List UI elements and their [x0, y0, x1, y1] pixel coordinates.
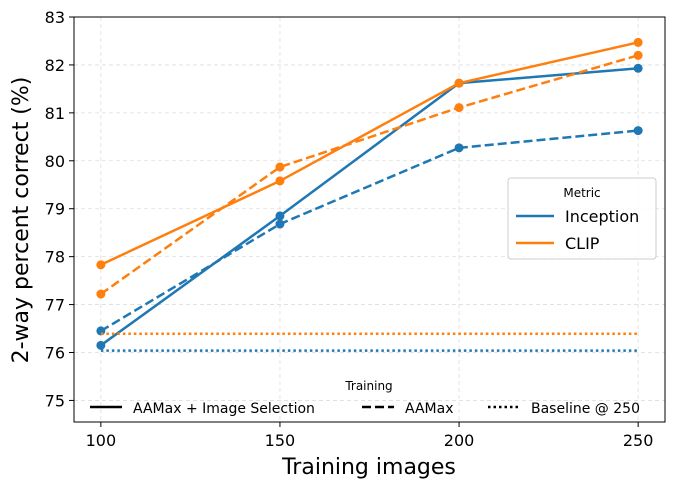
x-axis-label: Training images: [281, 455, 456, 480]
legend-label-aamax: AAMax: [405, 401, 454, 417]
y-tick-label: 82: [45, 56, 65, 75]
y-tick-label: 76: [45, 344, 65, 363]
data-point-clip-aamax-image-selection: [633, 37, 643, 47]
data-point-clip-aamax-image-selection: [454, 78, 464, 88]
data-point-inception-aamax: [454, 143, 464, 153]
legend-label-clip: CLIP: [565, 234, 600, 253]
y-tick-label: 81: [45, 104, 65, 123]
data-point-inception-aamax: [275, 219, 285, 229]
y-tick-label: 80: [45, 152, 65, 171]
training-legend-title: Training: [344, 379, 392, 393]
data-point-clip-aamax-image-selection: [275, 176, 285, 186]
legend-label-inception: Inception: [565, 207, 639, 226]
y-tick-label: 75: [45, 391, 65, 410]
metric-legend-title: Metric: [563, 186, 600, 200]
data-point-clip-aamax: [633, 50, 643, 60]
legend-label-baseline: Baseline @ 250: [531, 401, 640, 417]
data-point-clip-aamax-image-selection: [96, 260, 106, 270]
data-point-inception-aamax-image-selection: [633, 63, 643, 73]
series-line-clip-aamax-image-selection: [100, 41, 639, 266]
y-axis-label: 2-way percent correct (%): [9, 77, 34, 364]
y-tick-label: 78: [45, 248, 65, 267]
series-line-inception-aamax-image-selection: [100, 67, 639, 347]
series-layer: [96, 37, 643, 352]
y-tick-label: 83: [45, 8, 65, 27]
data-point-inception-aamax-image-selection: [275, 211, 285, 221]
data-point-clip-aamax: [454, 103, 464, 113]
y-tick-label: 77: [45, 296, 65, 315]
x-tick-label: 150: [265, 431, 296, 450]
training-legend: Training AAMax + Image Selection AAMax B…: [90, 379, 640, 417]
data-point-inception-aamax: [633, 126, 643, 136]
metric-legend: Metric Inception CLIP: [507, 177, 657, 260]
data-point-inception-aamax-image-selection: [96, 340, 106, 350]
metric-legend-box: [507, 177, 657, 260]
series-line-clip-aamax: [100, 54, 639, 296]
x-tick-label: 250: [623, 431, 654, 450]
axes: 100 150 200 250 75 76 77 78 79 80 81 82 83: [45, 8, 666, 450]
x-tick-label: 100: [86, 431, 117, 450]
x-tick-label: 200: [444, 431, 475, 450]
data-point-clip-aamax: [96, 289, 106, 299]
data-point-clip-aamax: [275, 162, 285, 172]
y-tick-label: 79: [45, 200, 65, 219]
series-line-inception-aamax: [100, 129, 639, 333]
plot-frame: [73, 16, 666, 423]
legend-label-aamax-image-selection: AAMax + Image Selection: [133, 401, 315, 417]
